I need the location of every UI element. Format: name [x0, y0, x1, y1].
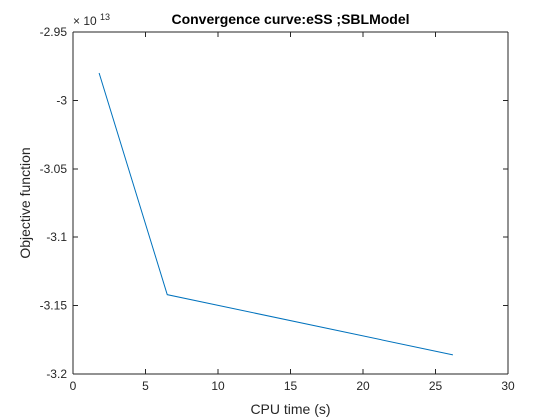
x-tick-label: 15: [284, 379, 298, 393]
y-axis-exponent-power: 13: [100, 12, 110, 22]
y-tick-label: -3.15: [40, 299, 68, 313]
x-tick-label: 10: [211, 379, 225, 393]
y-axis-label: Objective function: [17, 147, 33, 258]
ticks-layer: 0 5 10 15 20 25 30 -3.2 -3.15 -3.1 -3.05 -3 -2.95: [40, 25, 515, 393]
chart-title: Convergence curve:eSS ;SBLModel: [171, 11, 409, 27]
y-tick-label: -3.1: [46, 230, 67, 244]
y-axis-exponent-base: × 10: [73, 14, 97, 28]
y-tick-label: -3.05: [40, 162, 68, 176]
y-axis-exponent: × 10 13: [73, 12, 110, 28]
x-tick-label: 20: [356, 379, 370, 393]
series-layer: [98, 72, 454, 356]
x-tick-label: 25: [429, 379, 443, 393]
y-tick-label: -3.2: [46, 367, 67, 381]
x-tick-label: 0: [70, 379, 77, 393]
y-tick-label: -3: [56, 93, 67, 107]
plot-area: [73, 32, 508, 374]
y-tick-label: -2.95: [40, 25, 68, 39]
series-line-0: [98, 72, 454, 356]
x-tick-label: 5: [142, 379, 149, 393]
x-axis-label: CPU time (s): [250, 401, 330, 417]
x-tick-label: 30: [501, 379, 515, 393]
